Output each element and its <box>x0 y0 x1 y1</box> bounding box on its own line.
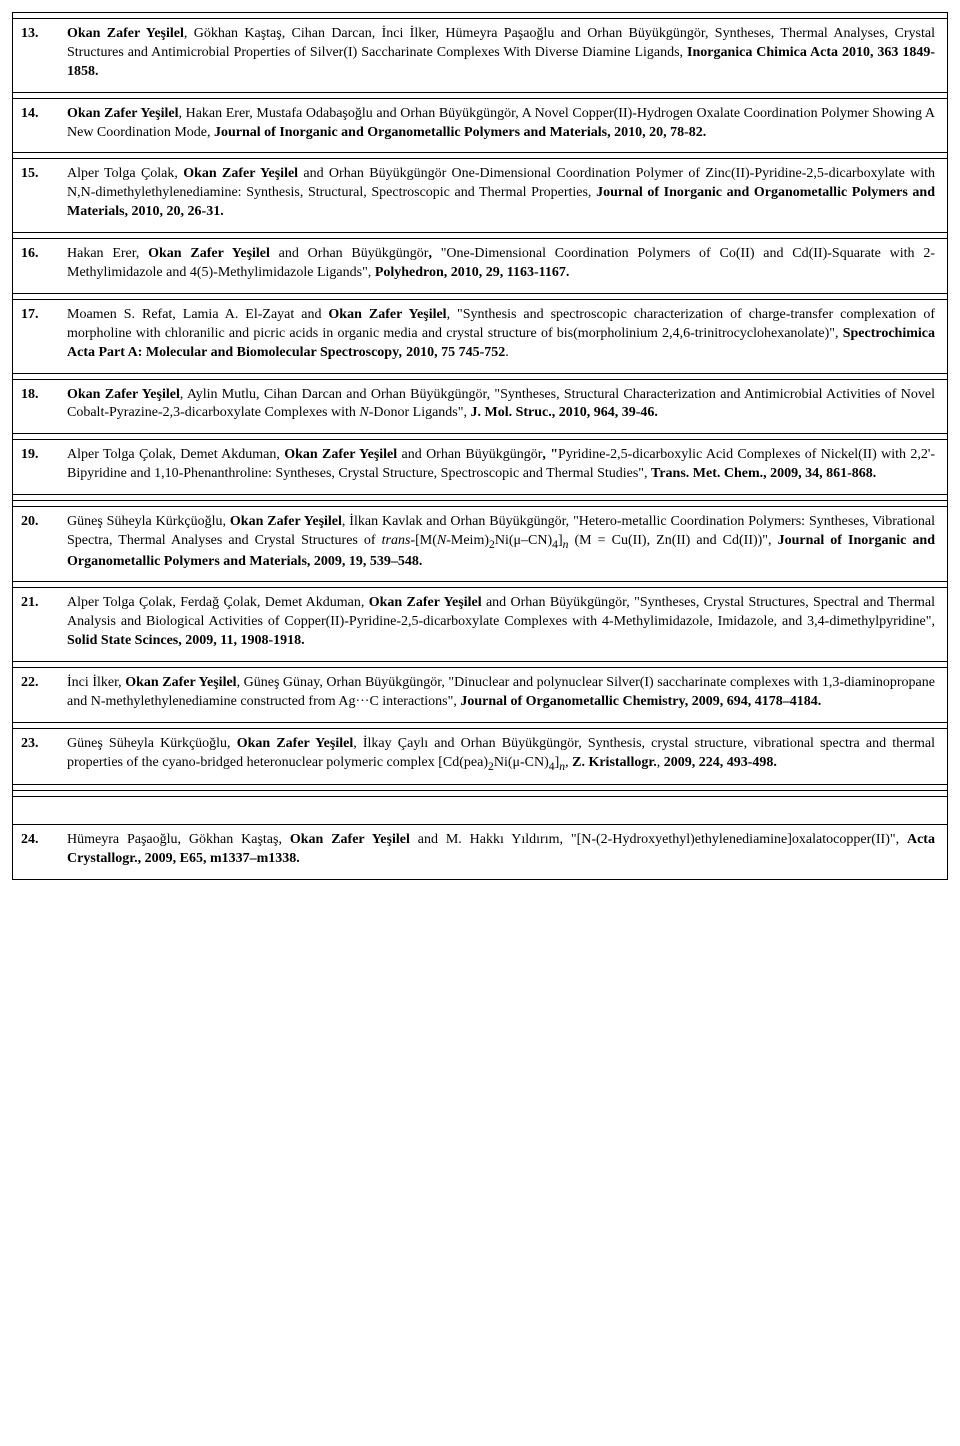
entry-number: 19. <box>13 440 63 494</box>
reference-entry: 20. Güneş Süheyla Kürkçüoğlu, Okan Zafer… <box>13 507 947 582</box>
entry-number: 15. <box>13 159 63 232</box>
reference-entry: 14. Okan Zafer Yeşilel, Hakan Erer, Must… <box>13 99 947 154</box>
reference-entry: 24. Hümeyra Paşaoğlu, Gökhan Kaştaş, Oka… <box>13 825 947 879</box>
entry-content: Güneş Süheyla Kürkçüoğlu, Okan Zafer Yeş… <box>63 729 947 784</box>
entry-content: Güneş Süheyla Kürkçüoğlu, Okan Zafer Yeş… <box>63 507 947 581</box>
reference-entry: 23. Güneş Süheyla Kürkçüoğlu, Okan Zafer… <box>13 729 947 785</box>
entry-content: Moamen S. Refat, Lamia A. El-Zayat and O… <box>63 300 947 373</box>
reference-entry: 13. Okan Zafer Yeşilel, Gökhan Kaştaş, C… <box>13 19 947 93</box>
reference-entry: 18. Okan Zafer Yeşilel, Aylin Mutlu, Cih… <box>13 380 947 435</box>
entry-number: 13. <box>13 19 63 92</box>
entry-content: Alper Tolga Çolak, Ferdağ Çolak, Demet A… <box>63 588 947 661</box>
entry-content: Hakan Erer, Okan Zafer Yeşilel and Orhan… <box>63 239 947 293</box>
entry-content: Okan Zafer Yeşilel, Gökhan Kaştaş, Cihan… <box>63 19 947 92</box>
entry-content: Okan Zafer Yeşilel, Aylin Mutlu, Cihan D… <box>63 380 947 434</box>
entry-number: 20. <box>13 507 63 581</box>
entry-number: 18. <box>13 380 63 434</box>
reference-entry: 22. İnci İlker, Okan Zafer Yeşilel, Güne… <box>13 668 947 723</box>
reference-entry: 21. Alper Tolga Çolak, Ferdağ Çolak, Dem… <box>13 588 947 662</box>
entry-number: 17. <box>13 300 63 373</box>
entry-number: 23. <box>13 729 63 784</box>
spacer <box>13 797 947 825</box>
reference-entry: 19. Alper Tolga Çolak, Demet Akduman, Ok… <box>13 440 947 495</box>
entry-number: 14. <box>13 99 63 153</box>
references-table: 13. Okan Zafer Yeşilel, Gökhan Kaştaş, C… <box>12 12 948 880</box>
entry-number: 16. <box>13 239 63 293</box>
entry-content: Alper Tolga Çolak, Okan Zafer Yeşilel an… <box>63 159 947 232</box>
entry-number: 21. <box>13 588 63 661</box>
entry-content: İnci İlker, Okan Zafer Yeşilel, Güneş Gü… <box>63 668 947 722</box>
reference-entry: 15. Alper Tolga Çolak, Okan Zafer Yeşile… <box>13 159 947 233</box>
entry-content: Hümeyra Paşaoğlu, Gökhan Kaştaş, Okan Za… <box>63 825 947 879</box>
entry-number: 22. <box>13 668 63 722</box>
entry-content: Okan Zafer Yeşilel, Hakan Erer, Mustafa … <box>63 99 947 153</box>
reference-entry: 17. Moamen S. Refat, Lamia A. El-Zayat a… <box>13 300 947 374</box>
entry-number: 24. <box>13 825 63 879</box>
entry-content: Alper Tolga Çolak, Demet Akduman, Okan Z… <box>63 440 947 494</box>
reference-entry: 16. Hakan Erer, Okan Zafer Yeşilel and O… <box>13 239 947 294</box>
